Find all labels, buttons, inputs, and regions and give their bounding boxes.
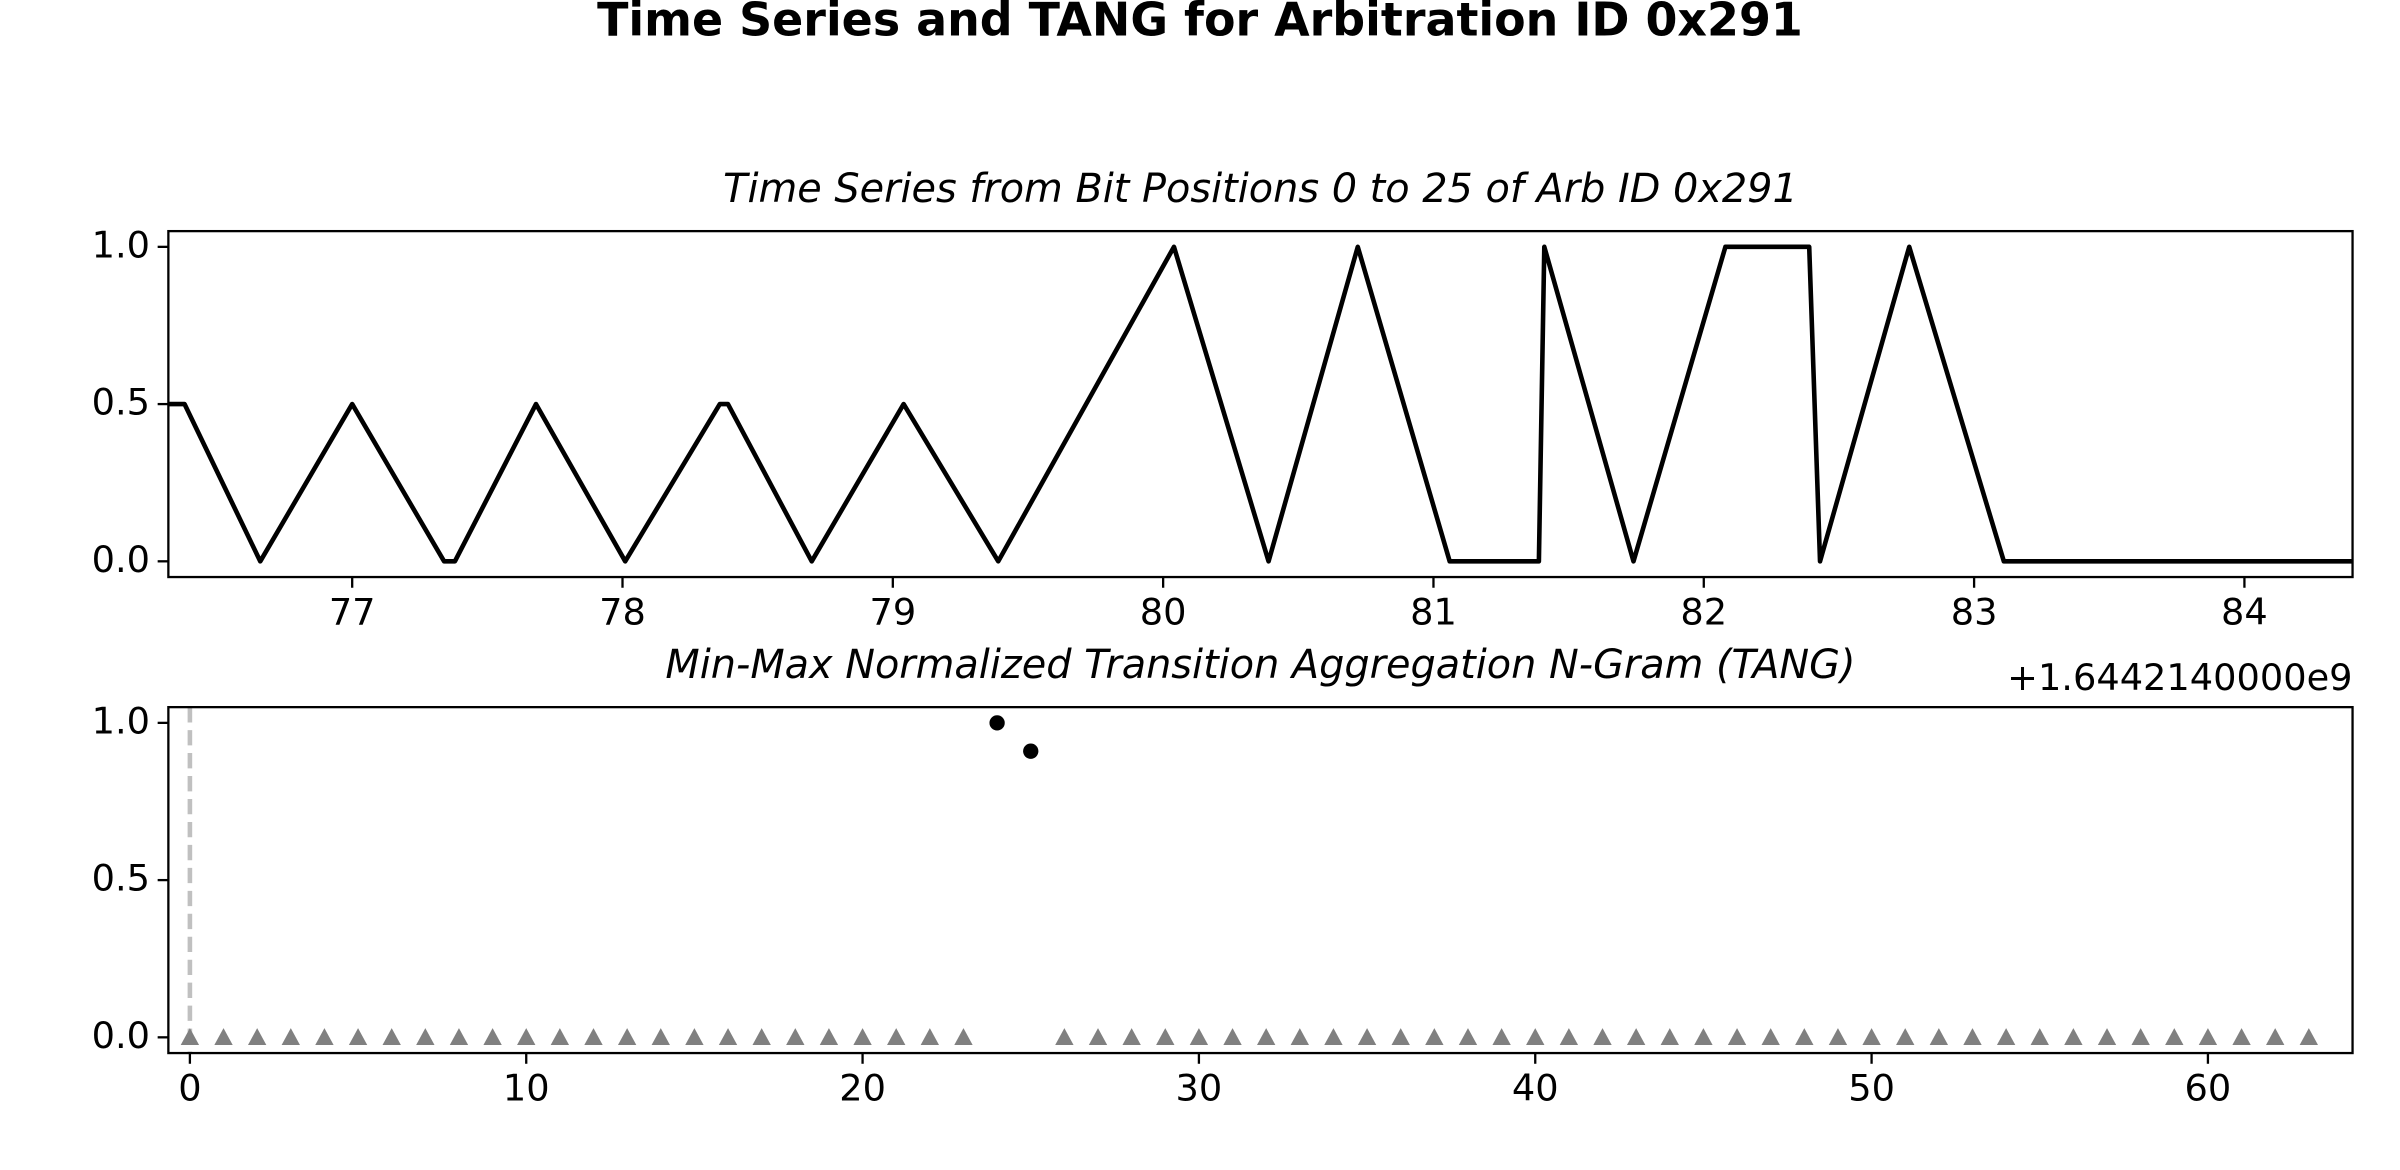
y-tick-label: 0.5 [92,381,150,424]
triangle-point [1357,1028,1377,1045]
x-offset-label: +1.6442140000e9 [2007,656,2352,699]
line-series [168,244,2353,564]
triangle-point [550,1028,570,1045]
x-tick-label: 78 [599,590,646,633]
triangle-point [2131,1028,2150,1045]
triangle-point [1122,1028,1141,1045]
triangle-point [382,1028,401,1045]
x-tick-label: 20 [839,1066,886,1109]
x-tick-label: 82 [1680,590,1727,633]
triangle-point [1795,1028,1814,1045]
figure-title: Time Series and TANG for Arbitration ID … [597,0,1803,46]
triangle-point [1896,1028,1915,1045]
x-tick-label: 80 [1140,590,1187,633]
x-tick-label: 60 [2185,1066,2232,1109]
triangle-point [1626,1028,1646,1045]
triangle-point [1727,1028,1747,1045]
x-tick-label: 81 [1410,590,1457,633]
triangle-point [1256,1028,1276,1045]
triangle-point [685,1028,704,1045]
triangle-point [920,1028,940,1045]
subplot-title: Time Series from Bit Positions 0 to 25 o… [723,166,1798,212]
y-tick-label: 1.0 [92,699,150,742]
triangle-point [1559,1028,1579,1045]
dot-point [1023,743,1039,759]
triangle-point [584,1028,603,1045]
y-tick-label: 0.0 [92,538,150,581]
triangle-point [752,1028,771,1045]
x-tick-label: 0 [178,1066,201,1109]
x-tick-label: 50 [1848,1066,1895,1109]
triangle-point [1862,1028,1881,1045]
triangle-point [1828,1028,1848,1045]
y-tick-label: 0.5 [92,857,150,900]
triangle-point [1660,1028,1679,1045]
y-tick-label: 0.0 [92,1014,150,1057]
triangle-point [2165,1028,2184,1045]
triangle-point [416,1028,435,1045]
triangle-point [1391,1028,1410,1045]
triangle-point [348,1028,368,1045]
triangle-point [786,1028,805,1045]
triangle-point [819,1028,839,1045]
triangle-point [449,1028,469,1045]
triangle-point [214,1028,233,1045]
x-tick-label: 30 [1176,1066,1223,1109]
triangle-point [1425,1028,1444,1045]
triangle-point [1526,1028,1545,1045]
x-tick-label: 40 [1512,1066,1559,1109]
triangle-point [483,1028,502,1045]
triangle-point [1055,1028,1074,1045]
triangle-point [247,1028,267,1045]
triangle-point [853,1028,872,1045]
x-tick-label: 10 [503,1066,550,1109]
triangle-point [887,1028,906,1045]
triangle-point [1492,1028,1511,1045]
triangle-point [1088,1028,1108,1045]
plot-frame [167,705,2354,1055]
triangle-point [2064,1028,2083,1045]
triangle-point [1761,1028,1780,1045]
triangle-point [1324,1028,1343,1045]
x-tick-label: 77 [329,590,376,633]
triangle-point [2198,1028,2218,1045]
triangle-point [954,1028,973,1045]
subplot-title: Min-Max Normalized Transition Aggregatio… [665,642,1855,688]
triangle-point [2097,1028,2117,1045]
triangle-point [180,1028,200,1045]
x-tick-label: 79 [869,590,916,633]
triangle-point [1929,1028,1949,1045]
triangle-point [1189,1028,1209,1045]
plot-frame [167,229,2354,579]
triangle-point [315,1028,334,1045]
triangle-point [651,1028,670,1045]
x-tick-label: 84 [2221,590,2268,633]
triangle-point [281,1028,300,1045]
triangle-point [1593,1028,1612,1045]
dot-point [989,715,1005,731]
triangle-point [2030,1028,2049,1045]
triangle-point [1996,1028,2016,1045]
triangle-point [1963,1028,1982,1045]
y-tick-label: 1.0 [92,223,150,266]
triangle-point [2299,1028,2319,1045]
triangle-point [617,1028,637,1045]
x-tick-label: 83 [1951,590,1998,633]
triangle-point [1290,1028,1309,1045]
triangle-point [517,1028,536,1045]
triangle-point [1156,1028,1175,1045]
triangle-point [1223,1028,1242,1045]
triangle-point [1694,1028,1713,1045]
triangle-point [2266,1028,2285,1045]
triangle-point [1458,1028,1478,1045]
triangle-point [2232,1028,2251,1045]
triangle-point [718,1028,738,1045]
